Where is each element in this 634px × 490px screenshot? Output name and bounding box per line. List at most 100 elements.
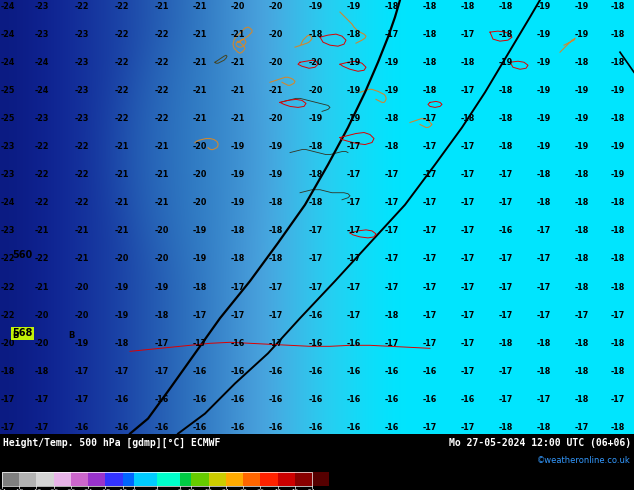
Text: -17: -17 <box>537 254 551 264</box>
Text: -16: -16 <box>269 423 283 432</box>
Text: -20: -20 <box>35 339 49 348</box>
Text: -17: -17 <box>309 226 323 235</box>
Text: -20: -20 <box>1 339 15 348</box>
Text: -19: -19 <box>347 114 361 123</box>
Text: -21: -21 <box>115 198 129 207</box>
Text: -18: -18 <box>461 114 476 123</box>
Bar <box>295 472 312 486</box>
Text: -18: -18 <box>385 142 399 151</box>
Text: -17: -17 <box>347 170 361 179</box>
Text: -16: -16 <box>423 367 437 376</box>
Text: -17: -17 <box>423 311 437 319</box>
Text: -19: -19 <box>575 29 589 39</box>
Text: -21: -21 <box>193 114 207 123</box>
Text: -16: -16 <box>499 226 513 235</box>
Text: -22: -22 <box>35 254 49 264</box>
Text: -18: -18 <box>611 114 625 123</box>
Text: -18: -18 <box>611 198 625 207</box>
Text: -18: -18 <box>499 1 513 10</box>
Text: -22: -22 <box>115 114 129 123</box>
Text: 24: 24 <box>222 489 230 490</box>
Text: -18: -18 <box>461 1 476 10</box>
Text: -17: -17 <box>1 395 15 404</box>
Text: 560: 560 <box>12 250 32 260</box>
Text: -19: -19 <box>193 226 207 235</box>
Bar <box>19 472 36 486</box>
Text: -17: -17 <box>499 311 513 319</box>
Bar <box>209 472 226 486</box>
Text: -20: -20 <box>193 170 207 179</box>
Text: -21: -21 <box>35 226 49 235</box>
Text: -18: -18 <box>499 142 513 151</box>
Text: -24: -24 <box>1 29 15 39</box>
Text: -16: -16 <box>231 339 245 348</box>
Text: -20: -20 <box>155 254 169 264</box>
Text: -17: -17 <box>231 311 245 319</box>
Text: 54: 54 <box>308 489 316 490</box>
Text: -19: -19 <box>231 142 245 151</box>
Text: -18: -18 <box>423 1 437 10</box>
Text: 36: 36 <box>256 489 264 490</box>
Text: -20: -20 <box>231 1 245 10</box>
Text: -18: -18 <box>385 311 399 319</box>
Text: -17: -17 <box>385 198 399 207</box>
Text: 30: 30 <box>239 489 247 490</box>
Text: -18: -18 <box>231 254 245 264</box>
Text: -21: -21 <box>231 58 245 67</box>
Text: -18: -18 <box>611 1 625 10</box>
Text: -16: -16 <box>347 395 361 404</box>
Text: 8: 8 <box>178 489 182 490</box>
Text: -24: -24 <box>1 58 15 67</box>
Text: -23: -23 <box>75 86 89 95</box>
Text: -17: -17 <box>385 226 399 235</box>
Text: -18: -18 <box>100 489 110 490</box>
Text: -16: -16 <box>231 395 245 404</box>
Text: -18: -18 <box>575 170 589 179</box>
Text: -17: -17 <box>309 254 323 264</box>
Text: -18: -18 <box>347 29 361 39</box>
Text: -17: -17 <box>75 367 89 376</box>
Text: -17: -17 <box>1 423 15 432</box>
Text: -18: -18 <box>269 254 283 264</box>
Text: -17: -17 <box>423 283 437 292</box>
Text: -21: -21 <box>155 198 169 207</box>
Text: -19: -19 <box>499 58 513 67</box>
Text: -17: -17 <box>423 142 437 151</box>
Text: -17: -17 <box>461 339 475 348</box>
Text: -17: -17 <box>499 367 513 376</box>
Text: -23: -23 <box>1 142 15 151</box>
Text: -16: -16 <box>385 367 399 376</box>
Text: -16: -16 <box>309 339 323 348</box>
Text: -17: -17 <box>499 170 513 179</box>
Text: -16: -16 <box>115 423 129 432</box>
Text: -19: -19 <box>347 58 361 67</box>
Text: -23: -23 <box>35 1 49 10</box>
Text: -18: -18 <box>385 1 399 10</box>
Text: -17: -17 <box>423 226 437 235</box>
Text: -18: -18 <box>423 29 437 39</box>
Text: -20: -20 <box>193 198 207 207</box>
Text: -17: -17 <box>347 142 361 151</box>
Text: -17: -17 <box>347 283 361 292</box>
Text: -17: -17 <box>75 395 89 404</box>
Text: -18: -18 <box>611 367 625 376</box>
Text: -16: -16 <box>193 423 207 432</box>
Text: -17: -17 <box>461 423 475 432</box>
Text: -24: -24 <box>35 86 49 95</box>
Text: -19: -19 <box>537 142 551 151</box>
Text: -18: -18 <box>499 114 513 123</box>
Text: -17: -17 <box>35 395 49 404</box>
Text: -16: -16 <box>461 395 475 404</box>
Text: -16: -16 <box>193 395 207 404</box>
Text: -20: -20 <box>35 311 49 319</box>
Bar <box>157 472 180 486</box>
Text: -21: -21 <box>193 1 207 10</box>
Text: -20: -20 <box>309 58 323 67</box>
Text: -19: -19 <box>385 86 399 95</box>
Text: -19: -19 <box>575 86 589 95</box>
Text: -18: -18 <box>269 198 283 207</box>
Text: -17: -17 <box>423 198 437 207</box>
Text: 18: 18 <box>205 489 212 490</box>
Bar <box>122 472 134 486</box>
Bar <box>71 472 88 486</box>
